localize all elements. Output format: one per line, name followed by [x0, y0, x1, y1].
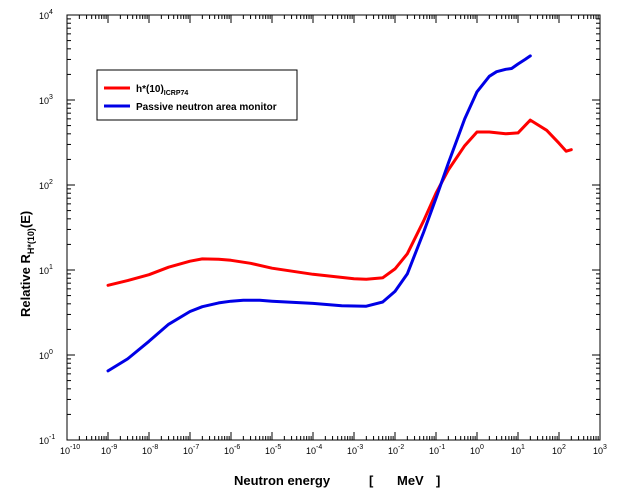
x-tick-exponent: 1: [521, 444, 525, 451]
y-axis-label-main: Relative R: [18, 254, 33, 317]
x-tick-exponent: 0: [480, 444, 484, 451]
axis-ticks: [66, 14, 601, 441]
x-tick-base: 10: [470, 446, 480, 456]
x-tick-exponent: -6: [234, 444, 240, 451]
x-tick-exponent: -4: [316, 444, 322, 451]
x-tick-label: 10-7: [183, 444, 199, 456]
x-tick-exponent: -9: [111, 444, 117, 451]
x-tick-exponent: -10: [70, 444, 80, 451]
tick-labels: 10-10 10-9 10-8 10-7 10-6 10-5 10-4 10-3 10-2 10-…: [39, 9, 607, 456]
y-tick-base: 10: [39, 11, 49, 21]
x-tick-base: 10: [511, 446, 521, 456]
y-tick-base: 10: [39, 96, 49, 106]
x-tick-label: 103: [593, 444, 607, 456]
legend-label-h10: h*(10)ICRP74: [136, 84, 188, 97]
y-tick-base: 10: [39, 181, 49, 191]
y-tick-base: 10: [39, 436, 49, 446]
x-tick-exponent: 3: [603, 444, 607, 451]
legend-label-monitor: Passive neutron area monitor: [136, 102, 277, 113]
x-axis-label: Neutron energy: [234, 473, 331, 488]
y-axis-title: Relative RH*(10)(E): [18, 211, 36, 317]
x-tick-label: 10-1: [429, 444, 445, 456]
x-tick-exponent: -8: [152, 444, 158, 451]
x-tick-base: 10: [347, 446, 357, 456]
x-unit-open: [: [369, 473, 374, 488]
x-tick-label: 10-6: [224, 444, 240, 456]
x-tick-base: 10: [60, 446, 70, 456]
y-tick-label: 103: [39, 94, 53, 106]
x-tick-base: 10: [265, 446, 275, 456]
legend: h*(10)ICRP74 Passive neutron area monito…: [96, 69, 298, 121]
x-tick-base: 10: [142, 446, 152, 456]
x-tick-label: 101: [511, 444, 525, 456]
y-tick-label: 104: [39, 9, 53, 21]
series-line-h10: [106, 118, 573, 287]
x-tick-exponent: -3: [357, 444, 363, 451]
x-tick-exponent: -7: [193, 444, 199, 451]
x-tick-base: 10: [388, 446, 398, 456]
x-tick-base: 10: [183, 446, 193, 456]
x-tick-base: 10: [593, 446, 603, 456]
y-tick-exponent: -1: [49, 434, 55, 441]
x-tick-exponent: 2: [562, 444, 566, 451]
x-tick-exponent: -2: [398, 444, 404, 451]
x-tick-label: 102: [552, 444, 566, 456]
legend-box: [96, 69, 298, 121]
x-unit-close: ]: [436, 473, 440, 488]
y-axis-label-sub: H*(10): [26, 228, 36, 254]
x-tick-exponent: -5: [275, 444, 281, 451]
x-tick-label: 10-5: [265, 444, 281, 456]
legend-label-h10-main: h*(10): [136, 84, 164, 95]
y-tick-label: 100: [39, 349, 53, 361]
x-tick-label: 10-10: [60, 444, 80, 456]
x-tick-label: 10-4: [306, 444, 322, 456]
plot-frame: [66, 14, 601, 441]
series-lines: [106, 54, 573, 373]
x-tick-base: 10: [224, 446, 234, 456]
y-tick-label: 102: [39, 179, 53, 191]
x-tick-label: 10-3: [347, 444, 363, 456]
series-line-monitor: [106, 54, 532, 373]
x-axis-title: Neutron energy [ MeV]: [234, 473, 440, 488]
y-tick-exponent: 1: [49, 264, 53, 271]
y-tick-exponent: 0: [49, 349, 53, 356]
x-tick-base: 10: [101, 446, 111, 456]
x-tick-label: 100: [470, 444, 484, 456]
y-tick-label: 10-1: [39, 434, 55, 446]
x-tick-base: 10: [552, 446, 562, 456]
x-tick-label: 10-2: [388, 444, 404, 456]
y-tick-label: 101: [39, 264, 53, 276]
x-tick-exponent: -1: [439, 444, 445, 451]
y-tick-exponent: 3: [49, 94, 53, 101]
y-axis-label-tail: (E): [18, 211, 33, 228]
x-tick-label: 10-9: [101, 444, 117, 456]
x-tick-base: 10: [306, 446, 316, 456]
y-tick-exponent: 2: [49, 179, 53, 186]
y-tick-base: 10: [39, 266, 49, 276]
x-unit: MeV: [397, 473, 424, 488]
y-tick-base: 10: [39, 351, 49, 361]
legend-label-h10-sub: ICRP74: [164, 90, 189, 97]
x-tick-base: 10: [429, 446, 439, 456]
y-tick-exponent: 4: [49, 9, 53, 16]
x-tick-label: 10-8: [142, 444, 158, 456]
